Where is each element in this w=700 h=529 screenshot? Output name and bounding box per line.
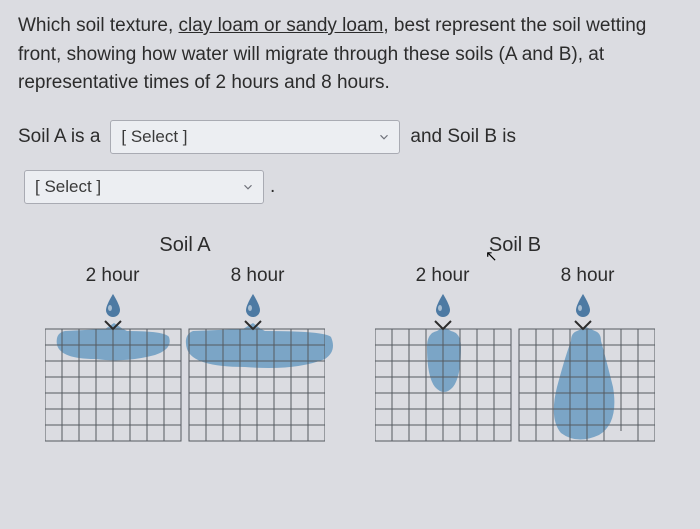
select-soil-a-value: [ Select ] [121, 127, 187, 147]
soil-a-title: Soil A [40, 234, 330, 257]
soil-a-grid [45, 293, 325, 443]
period: . [270, 176, 275, 198]
soil-b-8h-label: 8 hour [561, 265, 615, 287]
answer-row-1: Soil A is a [ Select ] and Soil B is [18, 120, 682, 154]
grid-lines [375, 293, 655, 443]
select-soil-a[interactable]: [ Select ] [110, 120, 400, 154]
soil-b-hours: 2 hour 8 hour [370, 265, 660, 287]
answer-row-2: [ Select ] . [18, 170, 682, 204]
question-text: Which soil texture, clay loam or sandy l… [18, 12, 682, 98]
chevron-down-icon [241, 180, 255, 194]
q-part1: Which soil texture, [18, 15, 179, 36]
soil-a-hours: 2 hour 8 hour [40, 265, 330, 287]
soil-b-column: Soil B 2 hour 8 hour [370, 234, 660, 443]
soil-a-2h-label: 2 hour [86, 265, 140, 287]
soil-a-column: Soil A 2 hour 8 hour [40, 234, 330, 443]
label-mid: and Soil B is [410, 126, 516, 148]
chevron-down-icon [377, 130, 391, 144]
diagram: Soil A 2 hour 8 hour [18, 234, 682, 443]
select-soil-b[interactable]: [ Select ] [24, 170, 264, 204]
select-soil-b-value: [ Select ] [35, 177, 101, 197]
soil-a-8h-label: 8 hour [231, 265, 285, 287]
soil-b-title: Soil B [370, 234, 660, 257]
grid-lines [45, 293, 325, 443]
soil-b-2h-label: 2 hour [416, 265, 470, 287]
q-underline: clay loam or sandy loam [179, 15, 384, 36]
soil-b-grid: ↖ [375, 293, 655, 443]
label-soil-a: Soil A is a [18, 126, 100, 148]
